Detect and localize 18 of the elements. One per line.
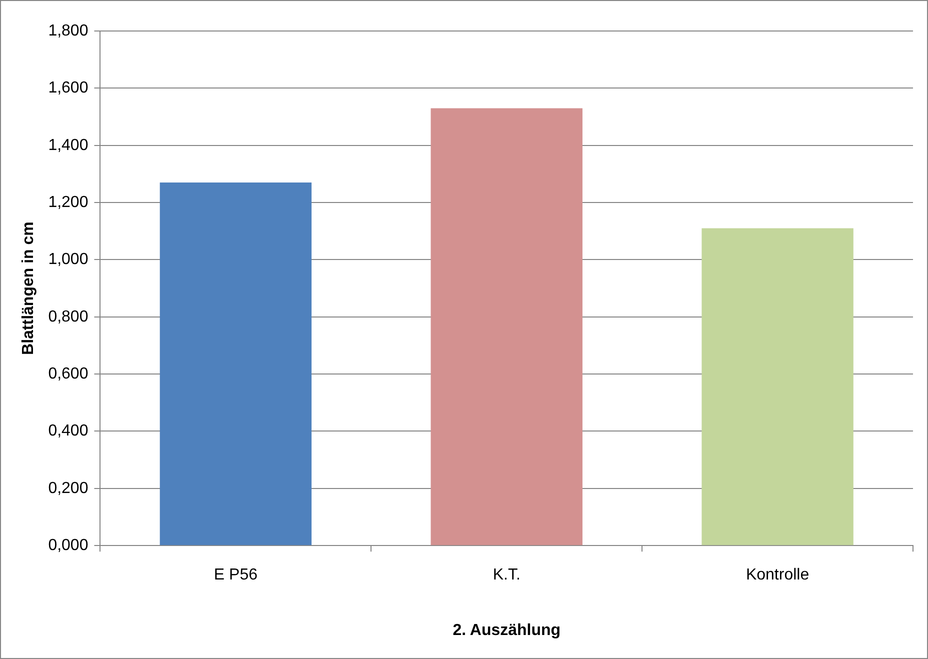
y-tick-label: 0,200: [48, 480, 88, 497]
y-axis-title: Blattlängen in cm: [20, 222, 38, 355]
bar: [702, 228, 854, 546]
y-tick-label: 0,800: [48, 308, 88, 326]
x-axis-title: 2. Auszählung: [452, 622, 561, 639]
bar: [430, 108, 582, 546]
y-tick-label: 0,000: [48, 537, 88, 554]
y-tick-label: 0,400: [48, 422, 88, 440]
y-tick-label: 0,600: [48, 365, 88, 382]
y-tick-label: 1,400: [48, 136, 88, 154]
x-tick-label: K.T.: [492, 566, 520, 584]
x-tick-label: E P56: [214, 566, 258, 584]
bar: [160, 182, 312, 546]
y-tick-label: 1,600: [48, 80, 88, 97]
y-tick-label: 1,200: [48, 194, 88, 211]
x-tick-label: Kontrolle: [746, 566, 810, 584]
y-tick-label: 1,800: [48, 22, 88, 40]
y-tick-label: 1,000: [48, 251, 88, 268]
